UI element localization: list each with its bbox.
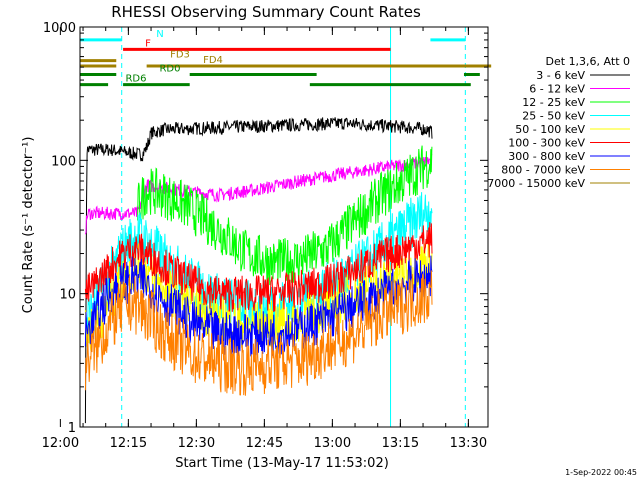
x-tick-label: 13:00 — [314, 436, 351, 451]
x-tick-label: 12:00 — [42, 436, 79, 451]
axes: 1 10 100 1000 12:00 12:15 12:30 12:45 13:00 13:15… — [42, 21, 489, 451]
legend-label-9: 7000 - 15000 keV — [487, 177, 585, 190]
flag-label-fd4: FD4 — [203, 55, 223, 66]
legend-label-5: 50 - 100 keV — [515, 123, 585, 136]
flag-label-f: F — [145, 38, 151, 49]
legend-label-6: 100 - 300 keV — [508, 137, 585, 150]
plot-frame — [79, 26, 489, 428]
y-tick-label: 1000 — [43, 21, 76, 36]
footer-timestamp: 1-Sep-2022 00:45 — [565, 468, 637, 477]
y-tick-label: 10 — [59, 288, 76, 303]
chart-title: RHESSI Observing Summary Count Rates — [111, 3, 421, 21]
y-axis-title: Count Rate (s⁻¹ detector⁻¹) — [21, 137, 36, 314]
flags-layer: NF FD3 FD4 RD0 RD6 — [80, 29, 492, 87]
legend-label-8: 800 - 7000 keV — [501, 164, 585, 177]
series-line-6 — [84, 222, 433, 312]
series-line-7 — [84, 255, 433, 357]
series-line-8 — [84, 270, 433, 396]
series-layer — [84, 117, 433, 424]
x-axis-title: Start Time (13-May-17 11:53:02) — [175, 456, 389, 471]
y-tick-label: 100 — [51, 154, 76, 169]
x-tick-label: 12:45 — [246, 436, 283, 451]
flag-label-n: N — [156, 29, 163, 40]
flag-label-fd3: FD3 — [170, 50, 190, 61]
x-tick-label: 12:30 — [178, 436, 215, 451]
series-line-1 — [84, 117, 433, 424]
x-tick-label: 12:15 — [110, 436, 147, 451]
x-tick-label: 13:30 — [450, 436, 487, 451]
y-tick-label: 1 — [68, 421, 76, 436]
legend-label-1: 3 - 6 keV — [536, 69, 585, 82]
x-tick-label: 13:15 — [382, 436, 419, 451]
flag-label-rd0: RD0 — [159, 64, 180, 75]
legend-label-2: 6 - 12 keV — [529, 83, 585, 96]
series-line-3 — [137, 145, 433, 286]
flag-label-rd6: RD6 — [125, 74, 146, 85]
legend-label-3: 12 - 25 keV — [522, 96, 585, 109]
legend-label-4: 25 - 50 keV — [522, 110, 585, 123]
legend-title: Det 1,3,6, Att 0 — [546, 55, 630, 68]
legend-label-7: 300 - 800 keV — [508, 150, 585, 163]
